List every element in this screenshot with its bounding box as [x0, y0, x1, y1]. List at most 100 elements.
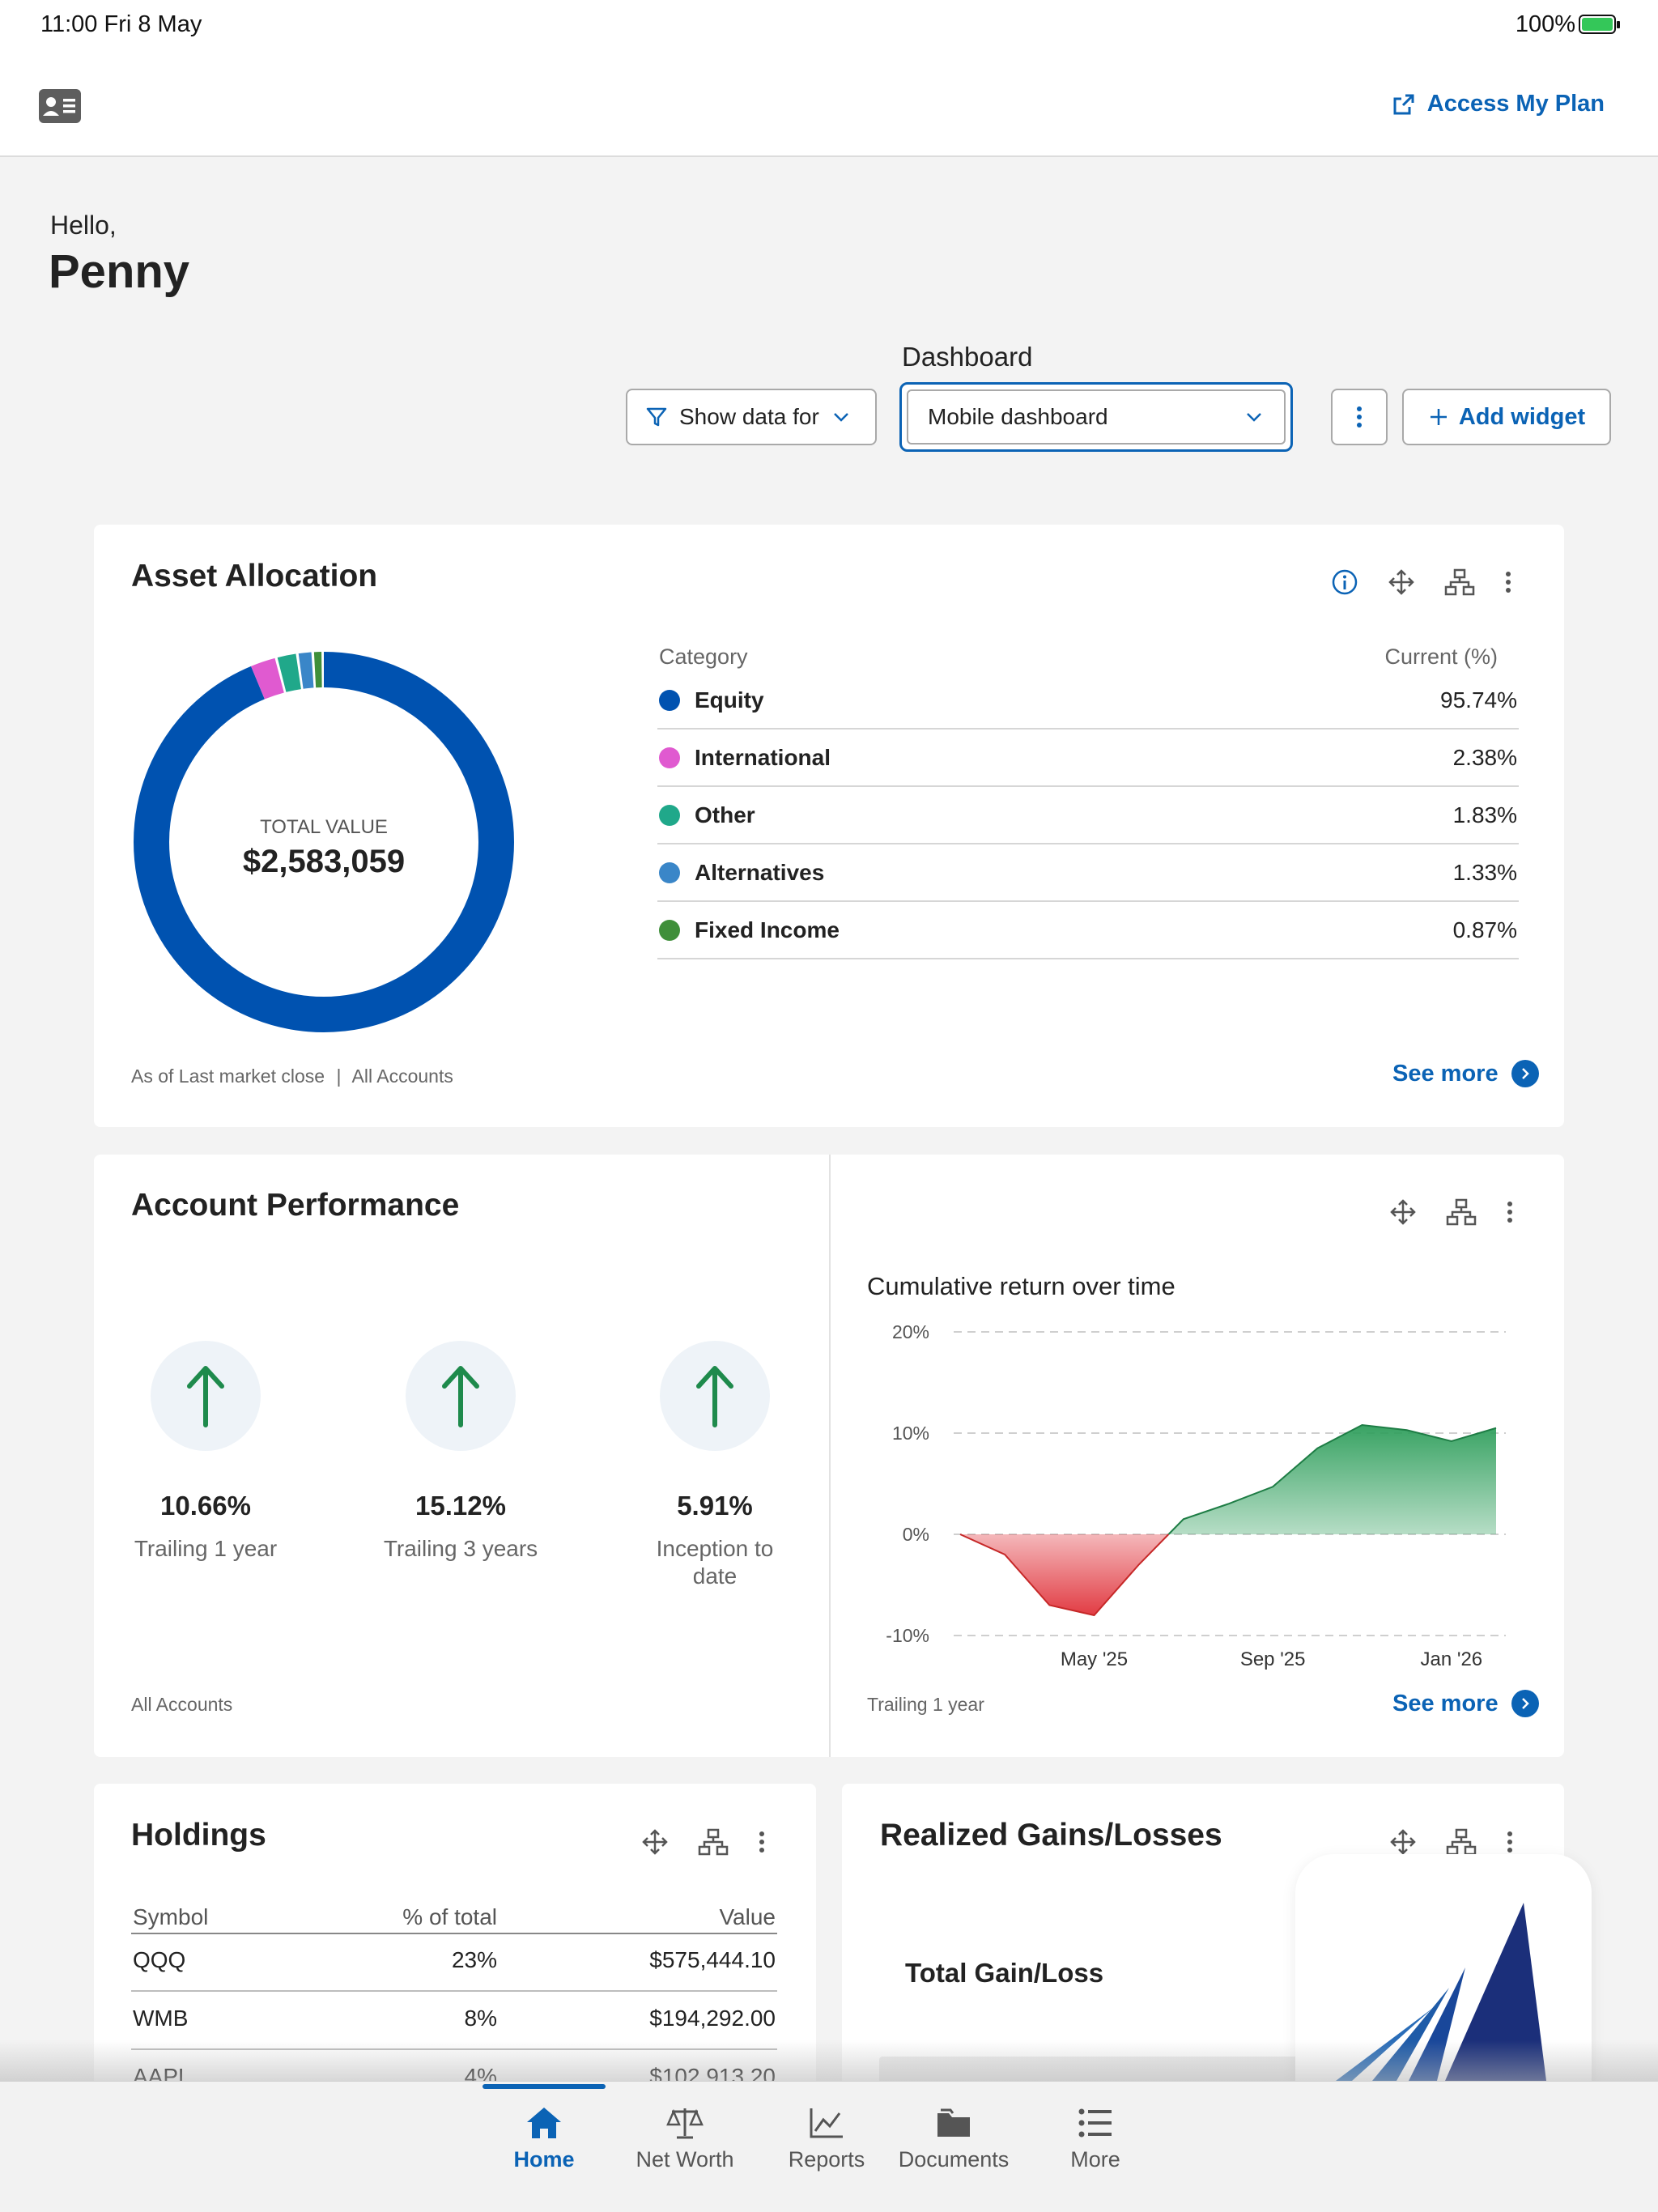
- asset-allocation-title: Asset Allocation: [131, 559, 378, 593]
- accounts-text: All Accounts: [351, 1066, 453, 1087]
- account-performance-title: Account Performance: [131, 1188, 460, 1223]
- performance-label: Trailing 3 years: [383, 1536, 538, 1561]
- nav-reports[interactable]: Reports: [762, 2105, 891, 2172]
- holding-value: $194,292.00: [649, 2006, 776, 2031]
- nav-more-label: More: [1070, 2147, 1120, 2172]
- total-value-label: TOTAL VALUE: [260, 816, 388, 838]
- greeting-hello: Hello,: [50, 211, 117, 240]
- category-color-dot: [659, 689, 680, 711]
- status-time: 11:00 Fri 8 May: [40, 11, 202, 37]
- holding-percent: 23%: [451, 1947, 497, 1972]
- chart-footnote: Trailing 1 year: [867, 1694, 984, 1715]
- nav-home[interactable]: Home: [479, 2105, 609, 2172]
- category-percent: 1.33%: [1452, 859, 1517, 885]
- trend-up-indicator: [660, 1341, 770, 1451]
- category-percent: 1.83%: [1452, 802, 1517, 827]
- hierarchy-icon[interactable]: [1446, 1198, 1477, 1226]
- holdings-col-pct: % of total: [402, 1904, 497, 1929]
- dashboard-label: Dashboard: [902, 342, 1033, 372]
- chevron-down-icon: [1247, 413, 1261, 422]
- series-line: [959, 1534, 1170, 1617]
- bottom-navigation: [0, 2081, 1658, 2212]
- add-widget-label: Add widget: [1458, 403, 1586, 430]
- performance-footnote: All Accounts: [131, 1694, 233, 1715]
- performance-value: 5.91%: [677, 1491, 753, 1521]
- dashboard-menu-button[interactable]: [1331, 389, 1388, 445]
- move-icon[interactable]: [1389, 1828, 1417, 1856]
- category-name: International: [695, 744, 831, 770]
- category-color-dot: [659, 861, 680, 883]
- total-gain-loss-label: Total Gain/Loss: [905, 1958, 1104, 1988]
- category-name: Other: [695, 802, 755, 827]
- holding-symbol: QQQ: [133, 1947, 186, 1972]
- nav-active-indicator: [483, 2084, 606, 2089]
- allocation-row: Equity 95.74%: [657, 672, 1519, 730]
- performance-label: Inception to date: [656, 1536, 774, 1589]
- access-my-plan-link[interactable]: Access My Plan: [1392, 91, 1605, 117]
- total-value: $2,583,059: [242, 844, 406, 879]
- category-percent: 2.38%: [1452, 744, 1517, 770]
- series-line: [1167, 1423, 1497, 1535]
- nav-more[interactable]: More: [1031, 2105, 1160, 2172]
- external-link-icon: [1393, 94, 1414, 114]
- y-tick-label: 20%: [892, 1321, 929, 1342]
- chevron-right-icon: [1511, 1690, 1539, 1717]
- asset-allocation-footnote: As of Last market close | All Accounts: [131, 1066, 453, 1087]
- holdings-col-value: Value: [719, 1904, 776, 1929]
- kebab-icon[interactable]: [1506, 1830, 1514, 1854]
- performance-see-more[interactable]: See more: [1392, 1690, 1539, 1717]
- chart-icon: [810, 2108, 843, 2138]
- kebab-icon[interactable]: [1506, 1200, 1514, 1224]
- performance-value: 15.12%: [415, 1491, 506, 1521]
- x-tick-label: Sep '25: [1240, 1648, 1306, 1670]
- dashboard-select[interactable]: Mobile dashboard: [899, 382, 1293, 452]
- move-icon[interactable]: [1388, 568, 1415, 596]
- chart-title: Cumulative return over time: [867, 1272, 1175, 1300]
- performance-value: 10.66%: [160, 1491, 251, 1521]
- arrow-up-icon: [442, 1366, 479, 1427]
- hierarchy-icon[interactable]: [698, 1828, 729, 1856]
- kebab-icon[interactable]: [1504, 570, 1512, 594]
- asset-allocation-see-more[interactable]: See more: [1392, 1060, 1539, 1087]
- greeting-name: Penny: [49, 245, 190, 298]
- holdings-col-symbol: Symbol: [133, 1904, 209, 1929]
- performance-label: Trailing 1 year: [134, 1536, 278, 1561]
- holding-value: $575,444.10: [649, 1947, 776, 1972]
- add-widget-button[interactable]: Add widget: [1402, 389, 1611, 445]
- hierarchy-icon[interactable]: [1446, 1828, 1477, 1856]
- home-icon: [527, 2108, 561, 2138]
- nav-documents-label: Documents: [898, 2147, 1010, 2172]
- status-bar: [0, 0, 1658, 52]
- nav-reports-label: Reports: [788, 2147, 865, 2172]
- hierarchy-icon[interactable]: [1444, 568, 1475, 596]
- row-divider: [131, 1990, 777, 1992]
- move-icon[interactable]: [641, 1828, 669, 1856]
- kebab-icon[interactable]: [758, 1830, 766, 1854]
- as-of-text: As of Last market close: [131, 1066, 325, 1087]
- current-header: Current (%): [1384, 644, 1498, 669]
- allocation-donut: [134, 652, 514, 1032]
- nav-net-worth-label: Net Worth: [636, 2147, 734, 2172]
- holdings-toolbar: [641, 1828, 766, 1856]
- scale-icon: [666, 2108, 704, 2139]
- category-name: Fixed Income: [695, 917, 840, 942]
- nav-net-worth[interactable]: Net Worth: [620, 2105, 750, 2172]
- holding-percent: 8%: [464, 2006, 497, 2031]
- x-tick-label: Jan '26: [1421, 1648, 1483, 1670]
- holding-symbol: WMB: [133, 2006, 189, 2031]
- allocation-row: Alternatives 1.33%: [657, 844, 1519, 902]
- show-data-for-button[interactable]: Show data for: [626, 389, 877, 445]
- move-icon[interactable]: [1389, 1198, 1417, 1226]
- category-color-dot: [659, 804, 680, 826]
- contact-card-icon[interactable]: [39, 89, 81, 123]
- category-percent: 95.74%: [1440, 687, 1517, 713]
- info-icon[interactable]: [1331, 568, 1358, 596]
- chevron-down-icon: [833, 413, 848, 422]
- category-percent: 0.87%: [1452, 917, 1517, 942]
- see-more-label: See more: [1392, 1690, 1499, 1716]
- plus-icon: [1430, 409, 1447, 425]
- category-color-dot: [659, 747, 680, 768]
- dashboard-select-value: Mobile dashboard: [928, 404, 1108, 429]
- chevron-right-icon: [1511, 1060, 1539, 1087]
- nav-documents[interactable]: Documents: [889, 2105, 1018, 2172]
